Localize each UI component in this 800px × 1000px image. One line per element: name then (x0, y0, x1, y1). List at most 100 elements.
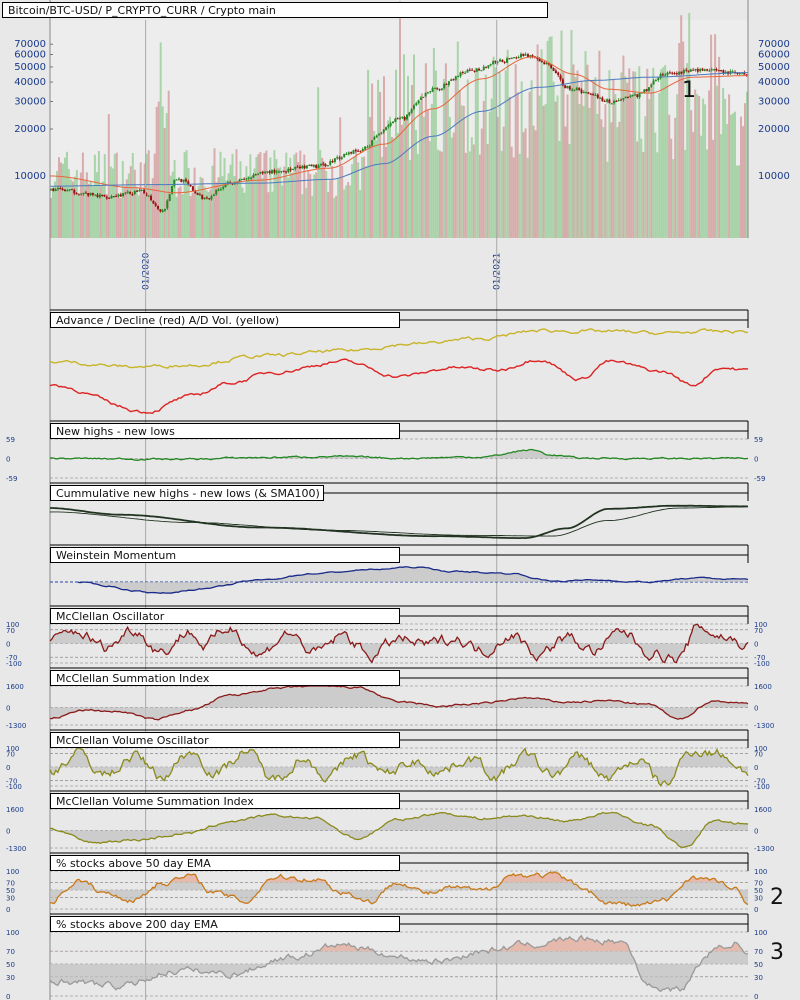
candle-body (601, 97, 604, 102)
volume-bar (269, 157, 272, 238)
candle-body (650, 84, 653, 87)
volume-bar (361, 157, 364, 238)
candle-body (696, 68, 699, 72)
candle-body (210, 196, 213, 200)
candle-body (675, 73, 678, 75)
axis-label-right: 100 (754, 621, 767, 629)
candle-body (547, 63, 550, 65)
volume-bar (233, 176, 236, 238)
date-axis-label: 01/2021 (493, 253, 503, 290)
chart-title: Bitcoin/BTC-USD/ P_CRYPTO_CURR / Crypto … (2, 2, 548, 18)
candle-body (554, 70, 557, 73)
candle-body (250, 177, 253, 179)
volume-bar (291, 173, 294, 238)
volume-bar (486, 144, 489, 238)
volume-bar (191, 192, 194, 238)
volume-bar (241, 187, 244, 238)
axis-label-right: 100 (754, 929, 767, 937)
candle-body (82, 192, 85, 194)
axis-label-right: 100 (754, 745, 767, 753)
volume-bar (395, 69, 397, 238)
volume-bar (337, 177, 340, 238)
volume-bar (139, 162, 142, 238)
candle-body (657, 77, 660, 81)
candle-body (166, 200, 169, 209)
candle-body (87, 193, 90, 196)
axis-label-right: 0 (754, 705, 758, 713)
volume-bar (351, 164, 354, 238)
oscillator-line (49, 685, 749, 721)
volume-bar (726, 124, 729, 238)
axis-label-right: -59 (754, 475, 765, 483)
candle-body (196, 193, 199, 195)
candle-body (133, 190, 136, 194)
volume-bar (564, 126, 567, 238)
volume-bar (576, 70, 579, 238)
candle-body (587, 92, 590, 94)
candle-body (443, 83, 446, 89)
candle-body (724, 71, 727, 74)
ema-fast-line (49, 56, 748, 194)
candle-body (608, 99, 611, 104)
volume-bar (508, 96, 511, 239)
volume-bar (418, 101, 421, 238)
volume-bar (357, 162, 360, 238)
volume-bar (548, 36, 551, 239)
volume-bar (64, 157, 66, 238)
candle-body (252, 174, 255, 178)
volume-bar (684, 149, 687, 238)
volume-bar (700, 135, 703, 238)
volume-bar (452, 132, 455, 238)
panel-title: McClellan Volume Summation Index (50, 793, 400, 809)
candle-body (513, 57, 515, 59)
volume-bar (468, 151, 471, 238)
volume-bar (249, 154, 252, 238)
volume-bar (730, 114, 733, 238)
volume-bar (688, 13, 691, 238)
volume-bar (716, 85, 719, 238)
candle-body (666, 72, 669, 75)
candle-body (73, 189, 76, 194)
axis-label-right: 50 (754, 887, 763, 895)
volume-bar (500, 151, 503, 238)
volume-bar (213, 148, 216, 238)
panel-title: % stocks above 200 day EMA (50, 916, 400, 932)
volume-bar (590, 93, 593, 238)
candle-body (387, 125, 390, 127)
volume-bar (612, 79, 615, 238)
candle-body (266, 171, 269, 173)
volume-bar (217, 177, 220, 238)
axis-label-right: 70 (754, 948, 763, 956)
volume-bar (580, 80, 583, 238)
volume-bar (678, 43, 681, 238)
volume-bar (155, 106, 158, 239)
candle-body (429, 91, 432, 93)
volume-bar (604, 104, 607, 238)
axis-label-left: 30 (6, 895, 15, 903)
volume-bar (161, 106, 164, 239)
candle-body (389, 123, 392, 126)
candle-body (96, 194, 99, 197)
candle-body (503, 61, 506, 63)
volume-bar (189, 196, 192, 238)
axis-label-left: 0 (6, 764, 10, 772)
candle-body (431, 88, 434, 92)
volume-bar (123, 186, 126, 238)
candle-body (285, 171, 287, 173)
candle-body (345, 153, 348, 155)
candle-body (452, 79, 455, 81)
axis-label-right: 100 (754, 868, 767, 876)
candle-body (561, 79, 564, 86)
volume-bar (187, 167, 190, 238)
volume-bar (255, 156, 258, 238)
volume-bar (518, 153, 521, 238)
volume-bar (151, 178, 154, 238)
candle-body (112, 196, 115, 198)
candle-body (201, 194, 204, 200)
candle-body (336, 157, 339, 159)
volume-bar (694, 89, 697, 238)
volume-bar (335, 195, 338, 238)
axis-label-right: 0 (754, 906, 758, 914)
volume-bar (393, 138, 395, 238)
candle-body (159, 209, 162, 212)
